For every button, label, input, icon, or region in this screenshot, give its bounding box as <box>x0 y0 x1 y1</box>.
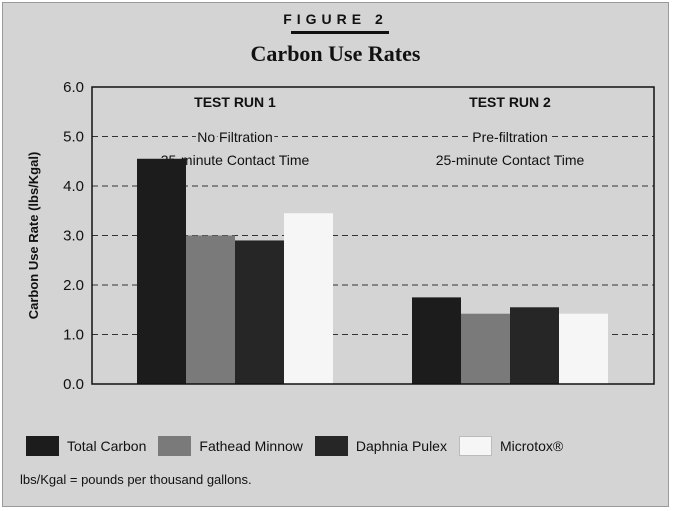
bar-daphnia-pulex-2 <box>510 307 559 384</box>
legend-item-daphnia-pulex: Daphnia Pulex <box>314 436 447 456</box>
group-annotation-line1: No Filtration <box>197 129 272 145</box>
legend-label-microtox: Microtox® <box>499 438 564 454</box>
legend-item-microtox: Microtox® <box>458 436 564 456</box>
y-tick-label: 2.0 <box>63 277 84 294</box>
group-annotation-line2: 35-minute Contact Time <box>161 152 310 168</box>
bar-microtox-2 <box>559 313 608 384</box>
bar-microtox-1 <box>284 213 333 384</box>
bar-fathead-minnow-1 <box>186 235 235 384</box>
bar-total-carbon-1 <box>137 158 186 384</box>
bar-daphnia-pulex-1 <box>235 240 284 384</box>
figure-label-underline <box>291 31 389 34</box>
legend: Total Carbon Fathead Minnow Daphnia Pule… <box>26 432 575 460</box>
y-tick-label: 4.0 <box>63 178 84 195</box>
group-title: TEST RUN 2 <box>469 94 551 110</box>
bar-chart: 0.0 1.0 2.0 3.0 4.0 5.0 6.0 Carbon Use Rate (lb… <box>26 79 655 393</box>
y-tick-label: 1.0 <box>63 327 84 344</box>
y-axis-label: Carbon Use Rate (lbs/Kgal) <box>26 152 41 320</box>
bar-fathead-minnow-2 <box>461 313 510 384</box>
legend-item-fathead-minnow: Fathead Minnow <box>158 436 303 456</box>
legend-swatch-fathead-minnow <box>158 436 192 456</box>
bar-total-carbon-2 <box>412 297 461 384</box>
legend-swatch-total-carbon <box>26 436 59 456</box>
y-tick-label: 3.0 <box>63 228 84 245</box>
group-annotation-line1: Pre-filtration <box>472 129 547 145</box>
legend-label-total-carbon: Total Carbon <box>67 438 147 454</box>
group-title: TEST RUN 1 <box>194 94 276 110</box>
legend-item-total-carbon: Total Carbon <box>26 436 146 456</box>
group-annotation-line2: 25-minute Contact Time <box>436 152 585 168</box>
plot-frame <box>91 86 655 385</box>
legend-label-fathead-minnow: Fathead Minnow <box>199 438 303 454</box>
legend-swatch-daphnia-pulex <box>314 436 348 456</box>
chart-title: Carbon Use Rates <box>250 41 421 66</box>
footnote: lbs/Kgal = pounds per thousand gallons. <box>20 472 252 487</box>
y-tick-label: 6.0 <box>63 79 84 96</box>
y-tick-label: 0.0 <box>63 376 84 393</box>
legend-swatch-microtox <box>458 436 492 456</box>
figure-label: FIGURE 2 <box>283 11 388 27</box>
legend-label-daphnia-pulex: Daphnia Pulex <box>355 438 447 454</box>
y-tick-label: 5.0 <box>63 129 84 146</box>
